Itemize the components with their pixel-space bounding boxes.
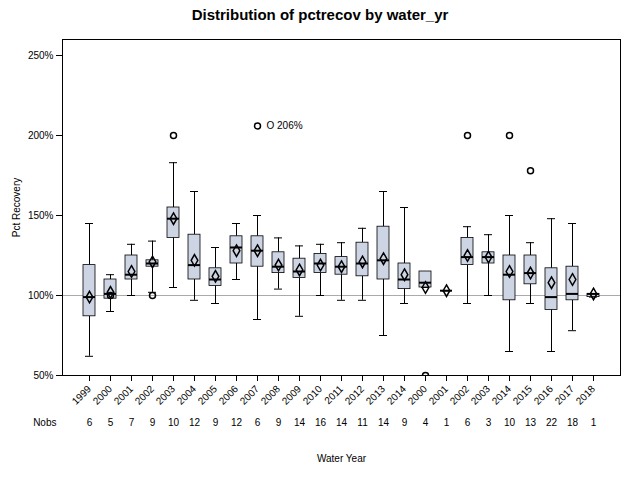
svg-text:250%: 250% bbox=[28, 50, 54, 61]
svg-text:2002: 2002 bbox=[133, 383, 157, 407]
svg-text:Pct Recovery: Pct Recovery bbox=[11, 178, 22, 237]
svg-text:2003: 2003 bbox=[469, 383, 493, 407]
svg-text:1999: 1999 bbox=[70, 383, 94, 407]
svg-text:6: 6 bbox=[255, 417, 261, 428]
svg-text:6: 6 bbox=[465, 417, 471, 428]
svg-text:12: 12 bbox=[189, 417, 201, 428]
svg-text:2001: 2001 bbox=[427, 383, 451, 407]
svg-text:13: 13 bbox=[525, 417, 537, 428]
svg-text:2004: 2004 bbox=[175, 383, 199, 407]
svg-text:Nobs: Nobs bbox=[33, 417, 56, 428]
svg-text:2009: 2009 bbox=[280, 383, 304, 407]
svg-text:3: 3 bbox=[486, 417, 492, 428]
svg-text:2014: 2014 bbox=[385, 383, 409, 407]
svg-text:1: 1 bbox=[591, 417, 597, 428]
svg-text:14: 14 bbox=[336, 417, 348, 428]
svg-text:2001: 2001 bbox=[112, 383, 136, 407]
svg-text:2012: 2012 bbox=[343, 383, 367, 407]
svg-text:18: 18 bbox=[567, 417, 579, 428]
svg-text:12: 12 bbox=[231, 417, 243, 428]
svg-text:2015: 2015 bbox=[511, 383, 535, 407]
svg-text:2016: 2016 bbox=[532, 383, 556, 407]
svg-text:2000: 2000 bbox=[91, 383, 115, 407]
svg-text:10: 10 bbox=[504, 417, 516, 428]
svg-text:7: 7 bbox=[129, 417, 135, 428]
svg-text:O 206%: O 206% bbox=[267, 120, 303, 131]
svg-text:5: 5 bbox=[108, 417, 114, 428]
svg-text:9: 9 bbox=[402, 417, 408, 428]
svg-text:2002: 2002 bbox=[448, 383, 472, 407]
svg-text:14: 14 bbox=[294, 417, 306, 428]
svg-text:2018: 2018 bbox=[574, 383, 598, 407]
svg-text:6: 6 bbox=[87, 417, 93, 428]
svg-text:9: 9 bbox=[276, 417, 282, 428]
svg-text:2005: 2005 bbox=[196, 383, 220, 407]
svg-text:16: 16 bbox=[315, 417, 327, 428]
svg-text:2017: 2017 bbox=[553, 383, 577, 407]
svg-text:2006: 2006 bbox=[217, 383, 241, 407]
svg-text:1: 1 bbox=[444, 417, 450, 428]
svg-text:50%: 50% bbox=[33, 370, 53, 381]
svg-text:10: 10 bbox=[168, 417, 180, 428]
svg-text:11: 11 bbox=[357, 417, 368, 428]
svg-text:9: 9 bbox=[150, 417, 156, 428]
svg-text:Water Year: Water Year bbox=[317, 453, 367, 464]
svg-text:150%: 150% bbox=[28, 210, 54, 221]
svg-text:4: 4 bbox=[423, 417, 429, 428]
svg-text:2014: 2014 bbox=[490, 383, 514, 407]
svg-text:2003: 2003 bbox=[154, 383, 178, 407]
svg-text:2013: 2013 bbox=[364, 383, 388, 407]
html-text:Distribution of pctrecov by wa: Distribution of pctrecov by water_yr bbox=[191, 6, 449, 23]
svg-text:22: 22 bbox=[546, 417, 558, 428]
svg-text:9: 9 bbox=[213, 417, 219, 428]
svg-text:200%: 200% bbox=[28, 130, 54, 141]
svg-text:2000: 2000 bbox=[406, 383, 430, 407]
svg-text:100%: 100% bbox=[28, 290, 54, 301]
svg-text:2010: 2010 bbox=[301, 383, 325, 407]
svg-text:2007: 2007 bbox=[238, 383, 262, 407]
svg-text:2011: 2011 bbox=[322, 383, 345, 406]
svg-text:14: 14 bbox=[378, 417, 390, 428]
svg-text:2008: 2008 bbox=[259, 383, 283, 407]
